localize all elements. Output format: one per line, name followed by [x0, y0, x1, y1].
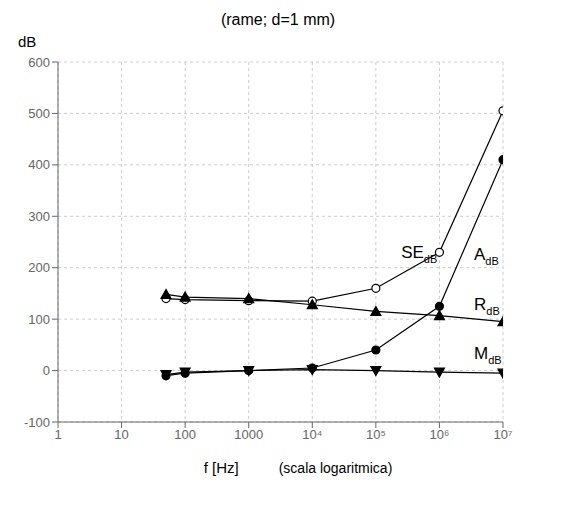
svg-text:10: 10: [114, 427, 128, 442]
svg-text:MdB: MdB: [474, 344, 502, 366]
svg-text:400: 400: [28, 157, 50, 172]
svg-text:1000: 1000: [234, 427, 263, 442]
svg-text:10⁷: 10⁷: [493, 427, 512, 442]
svg-text:100: 100: [28, 312, 50, 327]
html-text:f [Hz]: f [Hz]: [203, 459, 239, 476]
svg-text:500: 500: [28, 106, 50, 121]
svg-text:0: 0: [43, 363, 50, 378]
html-text:(rame; d=1 mm): (rame; d=1 mm): [220, 11, 336, 28]
svg-text:-100: -100: [24, 415, 50, 430]
svg-text:10⁵: 10⁵: [366, 427, 386, 442]
svg-text:AdB: AdB: [474, 245, 499, 267]
svg-text:600: 600: [28, 55, 50, 70]
svg-text:300: 300: [28, 209, 50, 224]
svg-text:200: 200: [28, 260, 50, 275]
svg-text:10⁶: 10⁶: [430, 427, 450, 442]
svg-text:1: 1: [54, 427, 61, 442]
svg-text:10⁴: 10⁴: [302, 427, 322, 442]
svg-text:SEdB: SEdB: [401, 243, 437, 265]
svg-text:RdB: RdB: [474, 295, 500, 317]
svg-text:100: 100: [174, 427, 196, 442]
html-text:(scala logaritmica): (scala logaritmica): [278, 460, 393, 476]
html-text:dB: dB: [18, 33, 37, 50]
